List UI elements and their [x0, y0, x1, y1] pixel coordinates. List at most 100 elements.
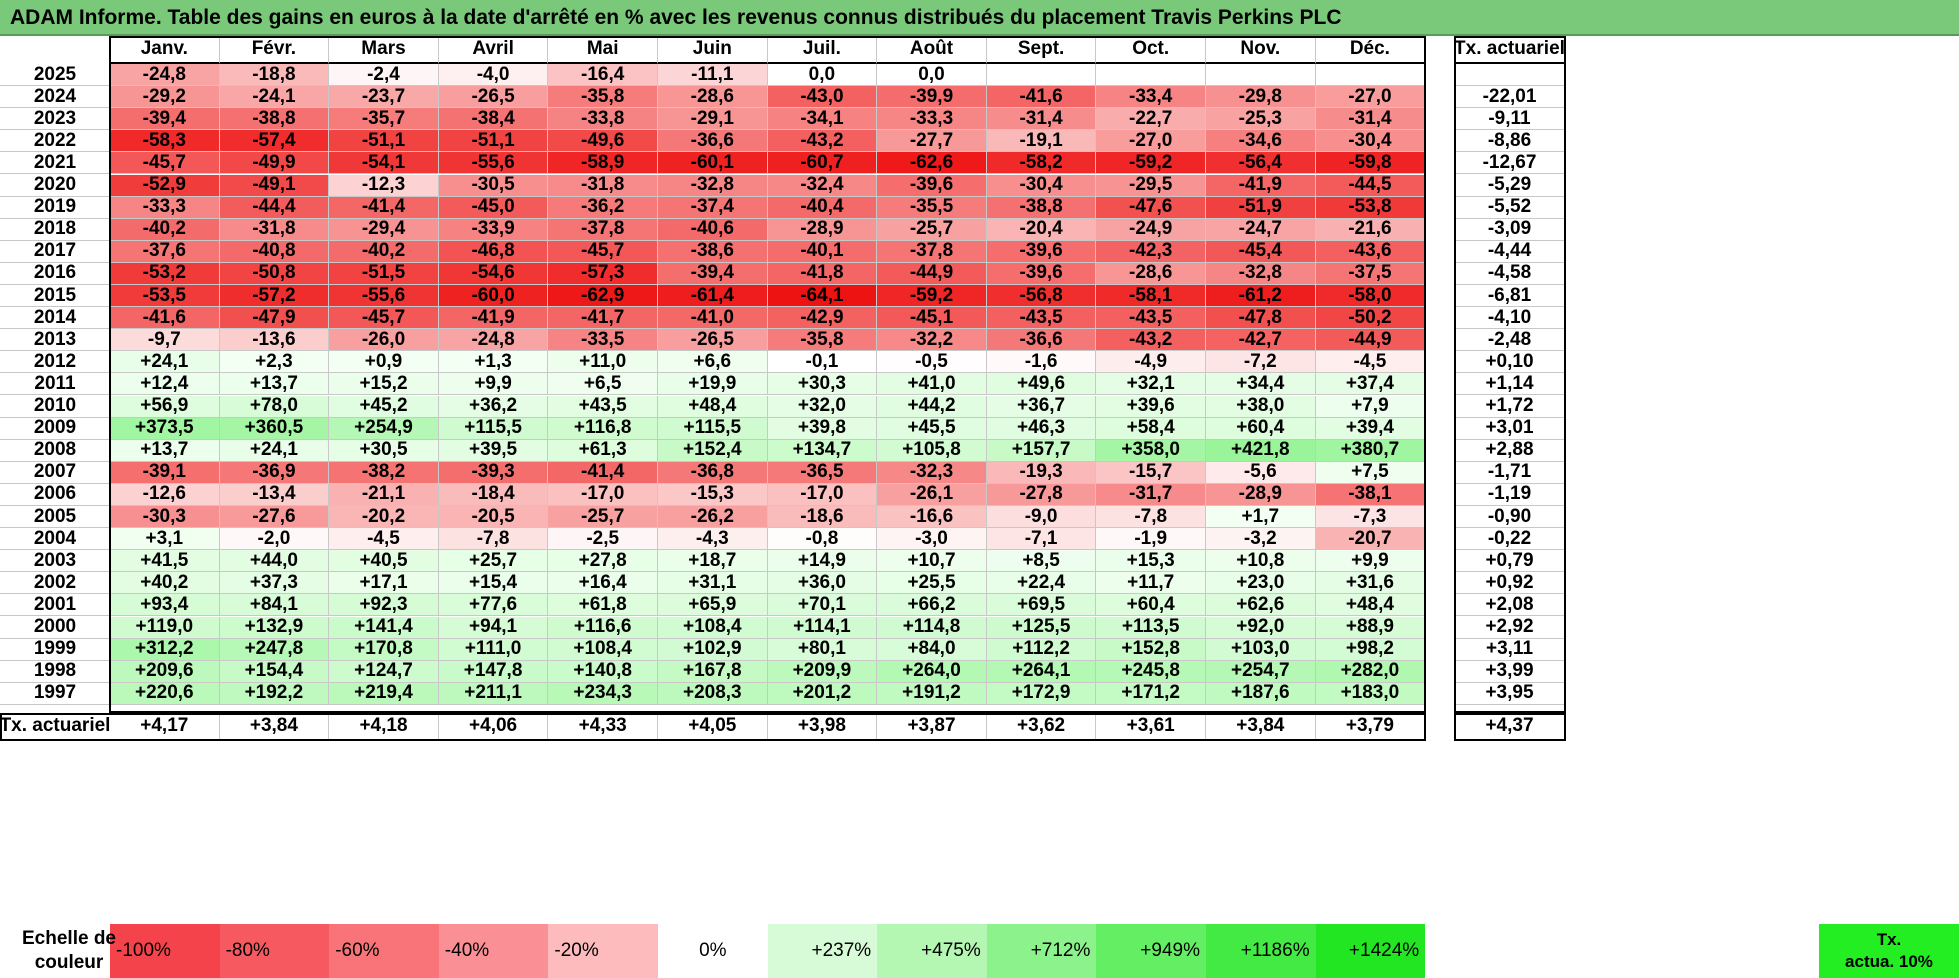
table-cell: -51,1	[329, 130, 439, 153]
table-cell: +191,2	[877, 682, 987, 705]
row-rate-cell: -9,11	[1454, 108, 1566, 131]
row-year-label: 2015	[0, 285, 110, 308]
table-cell: -44,4	[219, 196, 330, 219]
table-cell: +124,7	[329, 660, 439, 683]
table-cell: -26,0	[329, 329, 439, 352]
table-cell: -60,0	[438, 285, 549, 308]
table-cell	[1206, 64, 1316, 87]
table-cell: +25,5	[877, 572, 987, 595]
table-cell: -54,1	[329, 152, 439, 175]
table-cell: +18,7	[658, 550, 768, 573]
table-cell: +30,3	[767, 373, 878, 396]
table-cell: +84,0	[877, 638, 987, 661]
table-cell: -57,4	[219, 130, 330, 153]
table-cell: -53,8	[1315, 196, 1426, 219]
table-cell: -17,0	[767, 483, 878, 506]
table-cell: -25,3	[1206, 108, 1316, 131]
table-cell: -24,8	[438, 329, 549, 352]
row-year-label: 2016	[0, 262, 110, 285]
table-cell: +8,5	[986, 550, 1097, 573]
table-cell: -37,8	[548, 218, 658, 241]
table-cell: -41,4	[548, 461, 658, 484]
table-cell: +44,2	[877, 395, 987, 418]
table-cell: -41,6	[110, 307, 220, 330]
table-cell: +70,1	[767, 594, 878, 617]
table-cell: -41,0	[658, 307, 768, 330]
table-cell: -58,2	[986, 152, 1097, 175]
table-cell: +31,6	[1315, 572, 1426, 595]
row-year-label: 2009	[0, 417, 110, 440]
table-cell: +11,7	[1096, 572, 1206, 595]
table-cell: -4,5	[329, 528, 439, 551]
table-cell: -38,8	[219, 108, 330, 131]
table-cell: +17,1	[329, 572, 439, 595]
row-year-label: 2018	[0, 218, 110, 241]
table-cell: +88,9	[1315, 616, 1426, 639]
table-cell: +358,0	[1096, 439, 1206, 462]
row-year-label: 1998	[0, 660, 110, 683]
table-cell: -28,6	[658, 86, 768, 109]
table-cell: +141,4	[329, 616, 439, 639]
footer-rate-cell: +3,79	[1315, 712, 1426, 741]
table-cell: -43,2	[767, 130, 878, 153]
table-cell: -26,2	[658, 506, 768, 529]
table-cell: +27,8	[548, 550, 658, 573]
table-cell: -52,9	[110, 174, 220, 197]
table-cell: +282,0	[1315, 660, 1426, 683]
table-cell: -0,5	[877, 351, 987, 374]
table-cell: -40,1	[767, 240, 878, 263]
row-rate-cell: -1,71	[1454, 461, 1566, 484]
table-cell: -43,6	[1315, 240, 1426, 263]
row-rate-cell	[1454, 64, 1566, 87]
table-cell: -7,8	[1096, 506, 1206, 529]
table-cell: +84,1	[219, 594, 330, 617]
table-cell: +14,9	[767, 550, 878, 573]
table-cell: +39,6	[1096, 395, 1206, 418]
row-year-label: 2012	[0, 351, 110, 374]
table-cell: +108,4	[658, 616, 768, 639]
row-rate-cell: -0,22	[1454, 528, 1566, 551]
table-cell: +254,9	[329, 417, 439, 440]
table-cell: -1,6	[986, 351, 1097, 374]
table-cell: -27,0	[1315, 86, 1426, 109]
table-cell: +39,4	[1315, 417, 1426, 440]
table-cell: -57,3	[548, 262, 658, 285]
scale-swatch: +475%	[877, 924, 987, 978]
table-cell: +108,4	[548, 638, 658, 661]
table-cell: -33,4	[1096, 86, 1206, 109]
row-rate-cell: -4,58	[1454, 262, 1566, 285]
table-cell: -4,0	[438, 64, 549, 87]
table-cell: -33,3	[877, 108, 987, 131]
table-cell: -4,5	[1315, 351, 1426, 374]
table-cell: +37,4	[1315, 373, 1426, 396]
table-cell: +6,6	[658, 351, 768, 374]
table-cell: +30,5	[329, 439, 439, 462]
table-cell: +36,2	[438, 395, 549, 418]
table-cell: -45,7	[329, 307, 439, 330]
row-rate-cell: -6,81	[1454, 285, 1566, 308]
table-cell: -46,8	[438, 240, 549, 263]
table-cell: +167,8	[658, 660, 768, 683]
scale-label-line2: couleur	[34, 952, 104, 973]
column-header-6: Juin	[658, 36, 768, 64]
table-cell: -26,1	[877, 483, 987, 506]
table-cell: +38,0	[1206, 395, 1316, 418]
table-cell: -2,5	[548, 528, 658, 551]
table-cell: +77,6	[438, 594, 549, 617]
table-cell: -60,7	[767, 152, 878, 175]
row-rate-cell: +3,99	[1454, 660, 1566, 683]
table-cell: -37,6	[110, 240, 220, 263]
table-cell: +24,1	[219, 439, 330, 462]
row-year-label: 2004	[0, 528, 110, 551]
table-cell: +234,3	[548, 682, 658, 705]
row-year-label: 2022	[0, 130, 110, 153]
table-cell: -44,9	[877, 262, 987, 285]
table-cell: -27,0	[1096, 130, 1206, 153]
table-cell: +65,9	[658, 594, 768, 617]
table-cell: -41,9	[438, 307, 549, 330]
table-cell: -53,2	[110, 262, 220, 285]
row-rate-cell: -2,48	[1454, 329, 1566, 352]
table-cell: -47,6	[1096, 196, 1206, 219]
table-cell: +40,2	[110, 572, 220, 595]
table-cell: -25,7	[548, 506, 658, 529]
